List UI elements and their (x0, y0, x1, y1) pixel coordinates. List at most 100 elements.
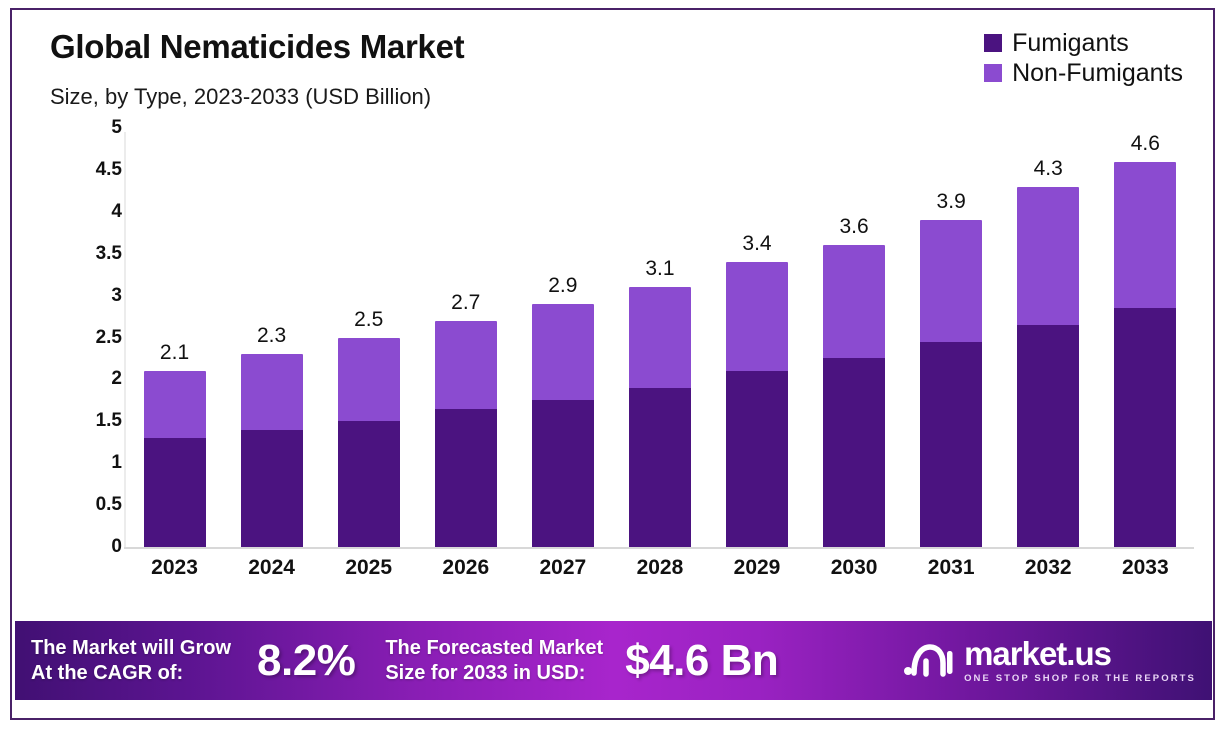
legend-label-fumigants: Fumigants (1012, 29, 1129, 57)
bar-series-group: 2.1 2.3 2.5 2.7 2.9 3.1 3.4 3.6 3.9 4.3 4.6 (126, 128, 1194, 547)
stacked-bar[interactable] (434, 320, 497, 547)
page-title: Global Nematicides Market (50, 28, 465, 65)
chart-subtitle: Size, by Type, 2023-2033 (USD Billion) (50, 84, 432, 109)
bar-segment-non-fumigants[interactable] (240, 354, 303, 430)
bar-group[interactable]: 2.9 (514, 128, 611, 547)
bar-segment-non-fumigants[interactable] (920, 220, 983, 342)
bar-segment-non-fumigants[interactable] (1017, 186, 1080, 325)
legend-item-non-fumigants[interactable]: Non-Fumigants (984, 59, 1183, 88)
cagr-caption: The Market will Grow At the CAGR of: (31, 636, 231, 685)
y-axis-tick: 0.5 (95, 494, 122, 516)
bar-segment-fumigants[interactable] (1017, 324, 1080, 547)
bar-segment-fumigants[interactable] (143, 438, 206, 547)
bar-group[interactable]: 3.1 (611, 128, 708, 547)
bar-group[interactable]: 2.1 (126, 128, 223, 547)
stacked-bar[interactable] (1114, 161, 1177, 547)
bar-segment-fumigants[interactable] (337, 421, 400, 547)
bar-value-label: 3.4 (742, 232, 772, 256)
bar-segment-fumigants[interactable] (1114, 308, 1177, 547)
summary-banner: The Market will Grow At the CAGR of: 8.2… (15, 621, 1212, 700)
legend-swatch-fumigants (984, 34, 1003, 53)
legend-swatch-non-fumigants (984, 64, 1003, 83)
x-axis-tick: 2023 (151, 556, 198, 579)
bar-segment-fumigants[interactable] (628, 387, 691, 547)
y-axis-tick: 2 (111, 368, 122, 390)
bar-group[interactable]: 3.6 (806, 128, 903, 547)
y-axis-tick: 0 (111, 536, 122, 557)
x-axis-tick: 2029 (733, 556, 781, 579)
bar-segment-non-fumigants[interactable] (628, 287, 691, 388)
bar-value-label: 4.3 (1033, 156, 1063, 180)
y-axis-line (124, 132, 126, 549)
cagr-caption-line2: At the CAGR of: (31, 661, 184, 684)
infographic-card: Global Nematicides Market Size, by Type,… (10, 8, 1215, 720)
stacked-bar[interactable] (531, 304, 594, 547)
bar-group[interactable]: 4.6 (1097, 128, 1194, 547)
stacked-bar[interactable] (726, 262, 788, 547)
bar-segment-non-fumigants[interactable] (823, 245, 886, 359)
bar-value-label: 4.6 (1130, 131, 1160, 155)
y-axis-tick: 5 (111, 117, 122, 138)
x-axis-tick: 2024 (248, 556, 295, 579)
bar-group[interactable]: 4.3 (1000, 128, 1097, 547)
y-axis-tick: 4 (111, 200, 122, 222)
stacked-bar[interactable] (628, 287, 691, 547)
y-axis-tick: 4.5 (95, 158, 122, 180)
stacked-bar[interactable] (920, 220, 983, 547)
bar-value-label: 2.5 (354, 307, 384, 331)
bar-value-label: 2.1 (159, 341, 190, 365)
bar-segment-fumigants[interactable] (920, 341, 983, 547)
stacked-bar[interactable] (823, 245, 886, 547)
market-us-logo[interactable]: market.us ONE STOP SHOP FOR THE REPORTS (902, 637, 1196, 684)
legend-label-non-fumigants: Non-Fumigants (1012, 59, 1183, 88)
bar-segment-non-fumigants[interactable] (726, 262, 788, 372)
bar-segment-non-fumigants[interactable] (337, 337, 400, 422)
forecast-value: $4.6 Bn (625, 635, 779, 685)
x-axis-tick: 2027 (539, 556, 587, 579)
stacked-bar[interactable] (1017, 186, 1080, 547)
market-us-logo-icon (904, 643, 953, 677)
bar-group[interactable]: 2.5 (320, 128, 417, 547)
legend-item-fumigants[interactable]: Fumigants (984, 30, 1129, 56)
x-axis: 2023 2024 2025 2026 2027 2028 2029 2030 2031 2032… (126, 556, 1194, 596)
y-axis-tick: 3 (111, 284, 122, 306)
bar-segment-fumigants[interactable] (823, 358, 886, 547)
y-axis-tick: 1 (111, 452, 122, 474)
bar-segment-fumigants[interactable] (434, 408, 497, 547)
x-axis-tick: 2032 (1024, 556, 1072, 579)
chart-header: Global Nematicides Market Size, by Type,… (12, 10, 1213, 128)
market-us-logo-tagline: ONE STOP SHOP FOR THE REPORTS (964, 673, 1196, 684)
chart-legend: Fumigants Non-Fumigants (984, 30, 1183, 87)
bar-segment-fumigants[interactable] (726, 371, 788, 547)
market-us-logo-text: market.us (964, 635, 1112, 672)
bar-value-label: 3.9 (936, 190, 966, 214)
stacked-bar[interactable] (240, 354, 303, 547)
y-axis-tick: 2.5 (95, 326, 122, 348)
bar-value-label: 2.3 (257, 324, 287, 348)
chart-plot-area: 0 0.5 1 1.5 2 2.5 3 3.5 4 4.5 5 2.1 2.3 2.5 2.7 2.9 3.1… (12, 117, 1213, 606)
bar-group[interactable]: 3.9 (903, 128, 1000, 547)
forecast-caption: The Forecasted Market Size for 2033 in U… (385, 636, 603, 685)
bar-segment-fumigants[interactable] (531, 400, 594, 547)
bar-segment-non-fumigants[interactable] (1114, 161, 1177, 309)
bar-group[interactable]: 2.3 (223, 128, 320, 547)
bar-value-label: 3.6 (839, 215, 869, 239)
bar-segment-non-fumigants[interactable] (531, 304, 594, 401)
x-axis-tick: 2028 (636, 556, 684, 579)
x-axis-tick: 2033 (1121, 556, 1169, 579)
bar-value-label: 2.9 (548, 273, 578, 297)
cagr-value: 8.2% (257, 635, 356, 685)
x-axis-tick: 2030 (830, 556, 878, 579)
bar-segment-fumigants[interactable] (240, 429, 303, 547)
bar-group[interactable]: 3.4 (709, 128, 806, 547)
bar-group[interactable]: 2.7 (417, 128, 514, 547)
y-axis: 0 0.5 1 1.5 2 2.5 3 3.5 4 4.5 5 (60, 117, 122, 557)
bar-value-label: 2.7 (451, 290, 481, 314)
bar-segment-non-fumigants[interactable] (143, 371, 206, 439)
stacked-bar[interactable] (337, 337, 400, 547)
y-axis-tick: 3.5 (95, 242, 122, 264)
bar-segment-non-fumigants[interactable] (434, 320, 497, 409)
forecast-caption-line1: The Forecasted Market (385, 637, 604, 660)
stacked-bar[interactable] (143, 371, 206, 547)
x-axis-line (124, 547, 1194, 549)
